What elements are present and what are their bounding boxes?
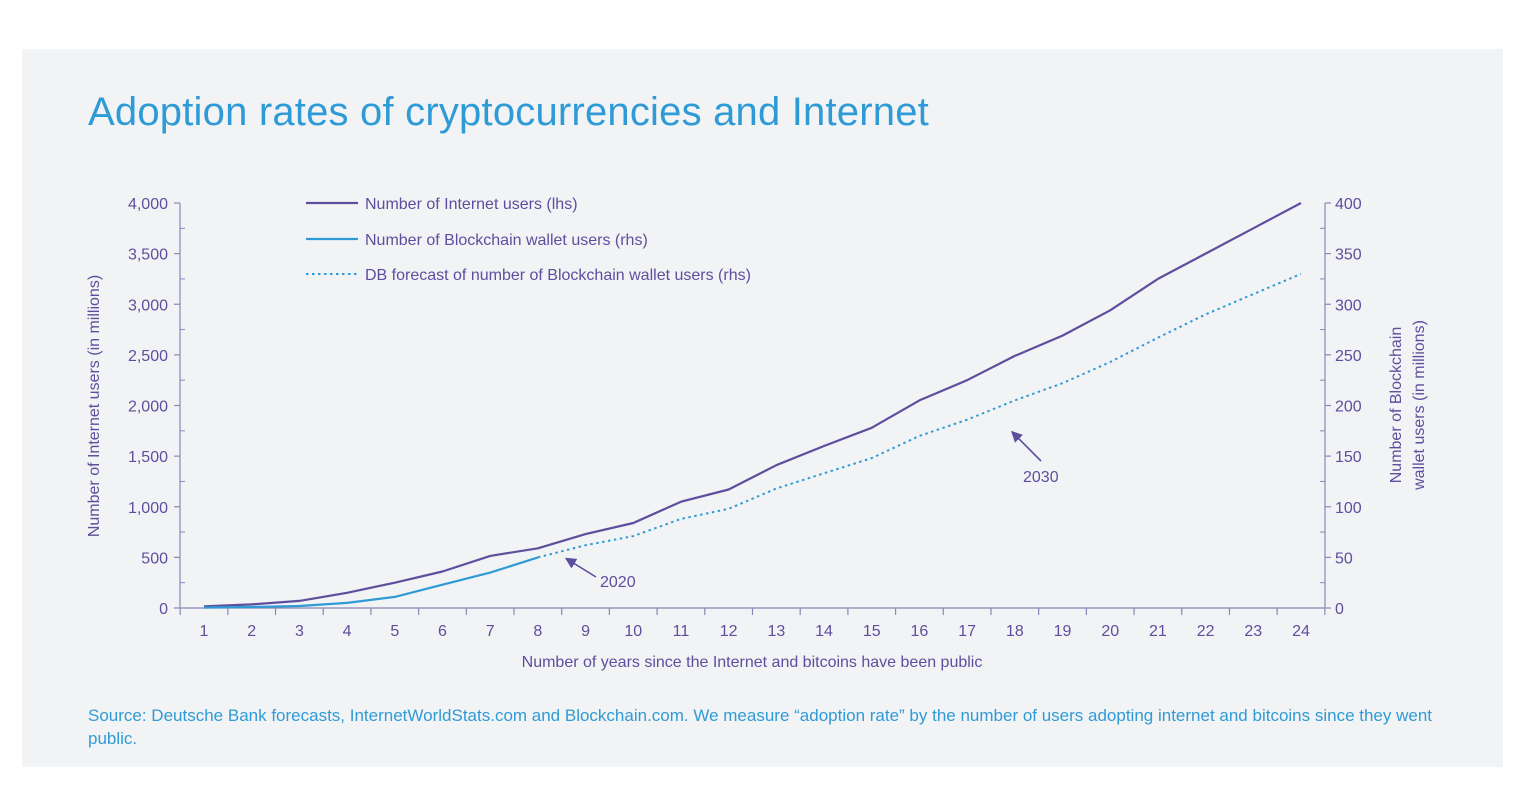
left-tick-label: 3,500 [128, 247, 168, 264]
left-tick-label: 0 [159, 601, 168, 618]
x-tick-label: 23 [1244, 623, 1262, 640]
x-tick-label: 10 [624, 623, 642, 640]
right-tick-label: 0 [1335, 601, 1344, 618]
left-tick-label: 1,000 [128, 500, 168, 517]
right-tick-label: 100 [1335, 500, 1362, 517]
series-line-0 [203, 202, 1302, 608]
legend-label-1: Number of Blockchain wallet users (rhs) [365, 232, 648, 249]
right-tick-label: 300 [1335, 297, 1362, 314]
left-tick-label: 2,000 [128, 399, 168, 416]
x-tick-label: 5 [390, 623, 399, 640]
chart-panel [22, 49, 1503, 767]
x-axis-title: Number of years since the Internet and b… [522, 654, 983, 671]
left-tick-label: 3,000 [128, 297, 168, 314]
x-tick-label: 18 [1006, 623, 1024, 640]
left-tick-label: 4,000 [128, 196, 168, 213]
x-tick-label: 16 [911, 623, 929, 640]
x-tick-label: 7 [486, 623, 495, 640]
x-tick-label: 13 [767, 623, 785, 640]
left-tick-label: 2,500 [128, 348, 168, 365]
x-tick-label: 17 [958, 623, 976, 640]
x-tick-label: 8 [533, 623, 542, 640]
x-tick-label: 6 [438, 623, 447, 640]
right-tick-label: 350 [1335, 247, 1362, 264]
x-tick-label: 4 [343, 623, 352, 640]
x-tick-label: 24 [1292, 623, 1310, 640]
left-tick-label: 1,500 [128, 449, 168, 466]
x-tick-label: 21 [1149, 623, 1167, 640]
x-tick-label: 22 [1197, 623, 1215, 640]
annotation-arrow-2020 [564, 557, 597, 578]
legend-label-2: DB forecast of number of Blockchain wall… [365, 267, 751, 284]
right-tick-label: 150 [1335, 449, 1362, 466]
x-tick-label: 14 [815, 623, 833, 640]
right-tick-label: 250 [1335, 348, 1362, 365]
annotation-label-2030: 2030 [1023, 469, 1059, 486]
x-tick-label: 19 [1054, 623, 1072, 640]
legend-label-0: Number of Internet users (lhs) [365, 196, 578, 213]
right-tick-label: 200 [1335, 399, 1362, 416]
x-tick-label: 12 [720, 623, 738, 640]
annotation-label-2020: 2020 [600, 574, 636, 591]
left-tick-label: 500 [141, 550, 168, 567]
left-axis-title: Number of Internet users (in millions) [86, 275, 103, 537]
annotation-arrow-2030 [1011, 430, 1042, 462]
x-tick-label: 3 [295, 623, 304, 640]
right-tick-label: 400 [1335, 196, 1362, 213]
series-line-1 [203, 556, 539, 609]
x-tick-label: 11 [673, 623, 690, 640]
x-tick-label: 15 [863, 623, 881, 640]
right-axis-title-line1: Number of Blockchain [1388, 327, 1405, 484]
x-tick-label: 9 [581, 623, 590, 640]
chart-title: Adoption rates of cryptocurrencies and I… [88, 90, 929, 134]
right-axis-title-line2: wallet users (in millions) [1411, 320, 1428, 491]
x-tick-label: 2 [247, 623, 256, 640]
right-tick-label: 50 [1335, 550, 1353, 567]
x-tick-label: 1 [200, 623, 209, 640]
x-tick-label: 20 [1101, 623, 1119, 640]
source-note: Source: Deutsche Bank forecasts, Interne… [88, 706, 1433, 748]
